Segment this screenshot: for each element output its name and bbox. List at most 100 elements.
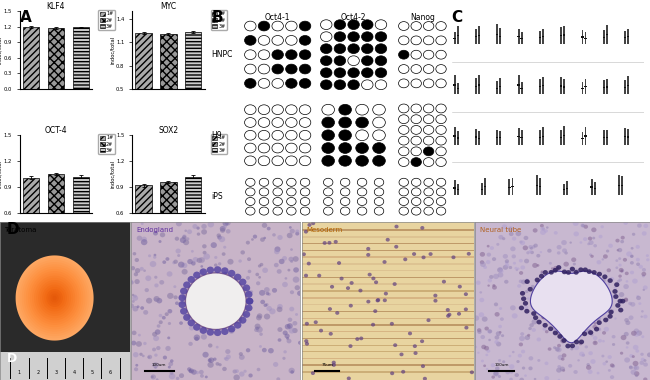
- Bar: [584, 127, 586, 145]
- Circle shape: [496, 342, 501, 347]
- Circle shape: [593, 336, 597, 340]
- Circle shape: [532, 245, 536, 249]
- Circle shape: [530, 247, 533, 250]
- Circle shape: [434, 299, 437, 302]
- Circle shape: [187, 367, 191, 371]
- Circle shape: [574, 345, 579, 350]
- Circle shape: [597, 328, 601, 331]
- Circle shape: [411, 115, 421, 124]
- Circle shape: [183, 239, 189, 245]
- Circle shape: [187, 230, 192, 234]
- Circle shape: [247, 257, 251, 261]
- Circle shape: [532, 263, 538, 268]
- Circle shape: [166, 271, 172, 277]
- Circle shape: [226, 355, 231, 359]
- Text: 1: 1: [18, 370, 21, 375]
- Circle shape: [489, 275, 493, 279]
- Text: A: A: [20, 10, 31, 24]
- Circle shape: [256, 315, 262, 320]
- Circle shape: [573, 221, 578, 226]
- Circle shape: [504, 280, 508, 284]
- Circle shape: [640, 361, 644, 365]
- Circle shape: [398, 115, 409, 124]
- Circle shape: [341, 198, 350, 206]
- Circle shape: [154, 276, 157, 279]
- Circle shape: [259, 290, 265, 296]
- Circle shape: [159, 314, 162, 317]
- Bar: [499, 28, 501, 44]
- Circle shape: [423, 79, 434, 88]
- Circle shape: [299, 64, 311, 74]
- Circle shape: [632, 279, 638, 283]
- Circle shape: [632, 355, 635, 358]
- Circle shape: [579, 339, 584, 344]
- Circle shape: [324, 207, 333, 215]
- Circle shape: [200, 327, 207, 334]
- Circle shape: [146, 298, 152, 304]
- Circle shape: [569, 271, 575, 276]
- Circle shape: [222, 272, 229, 278]
- Text: 6: 6: [109, 370, 112, 375]
- Circle shape: [282, 282, 288, 287]
- Circle shape: [566, 344, 571, 348]
- Bar: [521, 82, 523, 95]
- Circle shape: [634, 366, 639, 370]
- Circle shape: [642, 274, 645, 277]
- Circle shape: [282, 357, 285, 360]
- Circle shape: [375, 80, 387, 90]
- Circle shape: [573, 270, 578, 275]
- Circle shape: [234, 274, 241, 280]
- Circle shape: [608, 244, 613, 248]
- Text: D: D: [6, 352, 17, 366]
- Circle shape: [505, 259, 509, 263]
- Circle shape: [630, 255, 634, 258]
- Text: D: D: [6, 222, 19, 237]
- Circle shape: [540, 272, 543, 274]
- Circle shape: [155, 329, 161, 335]
- Circle shape: [641, 310, 644, 312]
- Circle shape: [176, 249, 181, 253]
- Circle shape: [541, 315, 546, 319]
- Circle shape: [610, 309, 614, 313]
- Circle shape: [553, 346, 556, 349]
- Circle shape: [228, 288, 232, 291]
- Circle shape: [324, 178, 333, 186]
- Circle shape: [232, 310, 238, 315]
- Circle shape: [605, 361, 608, 363]
- Circle shape: [528, 327, 532, 330]
- Circle shape: [436, 65, 447, 73]
- Bar: [563, 135, 566, 136]
- Circle shape: [559, 294, 564, 299]
- Circle shape: [295, 230, 300, 233]
- Circle shape: [205, 315, 211, 320]
- Circle shape: [631, 331, 637, 336]
- Circle shape: [156, 378, 159, 380]
- Circle shape: [618, 264, 622, 267]
- Circle shape: [399, 207, 408, 215]
- Circle shape: [536, 301, 541, 305]
- Circle shape: [606, 250, 609, 253]
- Circle shape: [505, 261, 508, 264]
- Circle shape: [201, 229, 207, 234]
- Circle shape: [192, 257, 198, 263]
- Polygon shape: [34, 276, 75, 320]
- Circle shape: [294, 285, 300, 290]
- Circle shape: [291, 370, 294, 374]
- Circle shape: [176, 377, 179, 380]
- Circle shape: [630, 247, 634, 250]
- Circle shape: [335, 311, 339, 315]
- Circle shape: [618, 308, 623, 312]
- Circle shape: [174, 295, 177, 299]
- Circle shape: [512, 254, 516, 258]
- Circle shape: [129, 304, 134, 308]
- Circle shape: [484, 346, 489, 350]
- Circle shape: [619, 292, 624, 297]
- Circle shape: [464, 326, 469, 329]
- Circle shape: [213, 358, 216, 361]
- Circle shape: [398, 136, 409, 145]
- Circle shape: [272, 64, 283, 74]
- Bar: [541, 85, 544, 86]
- Circle shape: [528, 356, 533, 361]
- Bar: [582, 132, 584, 145]
- Circle shape: [586, 329, 592, 334]
